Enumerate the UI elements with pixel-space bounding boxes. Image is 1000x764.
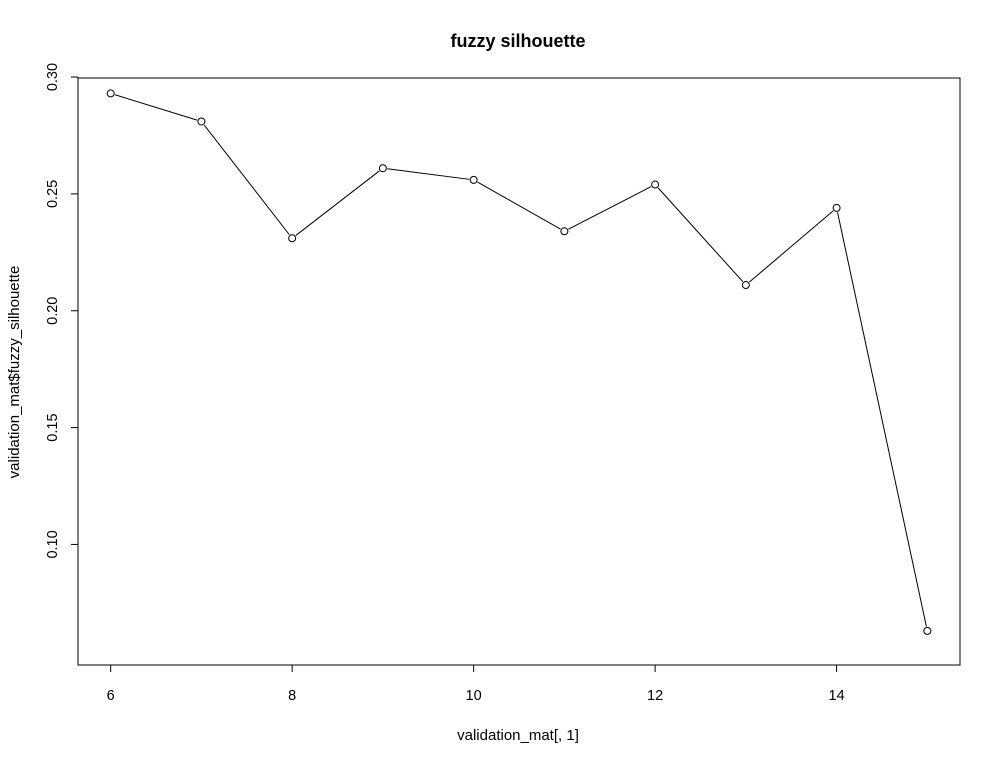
x-tick-label: 10 (466, 688, 482, 704)
x-axis: 6 8 10 12 14 (107, 664, 845, 704)
series-line-segment (837, 212, 927, 627)
y-tick-label: 0.20 (45, 297, 61, 325)
series-line-segment (748, 210, 834, 283)
y-tick-label: 0.30 (45, 63, 61, 91)
series-line-segment (657, 187, 744, 283)
series-line-segment (114, 94, 198, 121)
series-line-segment (568, 186, 652, 230)
data-series (106, 89, 932, 635)
x-tick-label: 14 (829, 688, 845, 704)
y-tick-label: 0.10 (45, 530, 61, 558)
y-tick-label: 0.15 (45, 413, 61, 441)
data-point (741, 281, 750, 290)
y-axis-label: validation_mat$fuzzy_silhouette (6, 266, 23, 479)
data-point (288, 234, 297, 243)
data-point (197, 117, 206, 126)
chart-title: fuzzy silhouette (450, 31, 585, 51)
x-tick-label: 6 (107, 688, 115, 704)
data-point (378, 164, 387, 173)
series-line-segment (203, 124, 290, 236)
series-line-segment (477, 181, 561, 230)
data-point (923, 626, 932, 635)
y-tick-label: 0.25 (45, 180, 61, 208)
x-tick-label: 12 (647, 688, 663, 704)
x-tick-label: 8 (288, 688, 296, 704)
series-line-segment (295, 170, 380, 236)
data-point (560, 227, 569, 236)
series-line-segment (387, 168, 470, 180)
data-point (651, 180, 660, 189)
data-point (832, 203, 841, 212)
y-axis: 0.10 0.15 0.20 0.25 0.30 (45, 63, 79, 559)
plot-frame (77, 77, 961, 666)
x-axis-label: validation_mat[, 1] (457, 727, 579, 744)
data-point (106, 89, 115, 98)
data-point (469, 175, 478, 184)
